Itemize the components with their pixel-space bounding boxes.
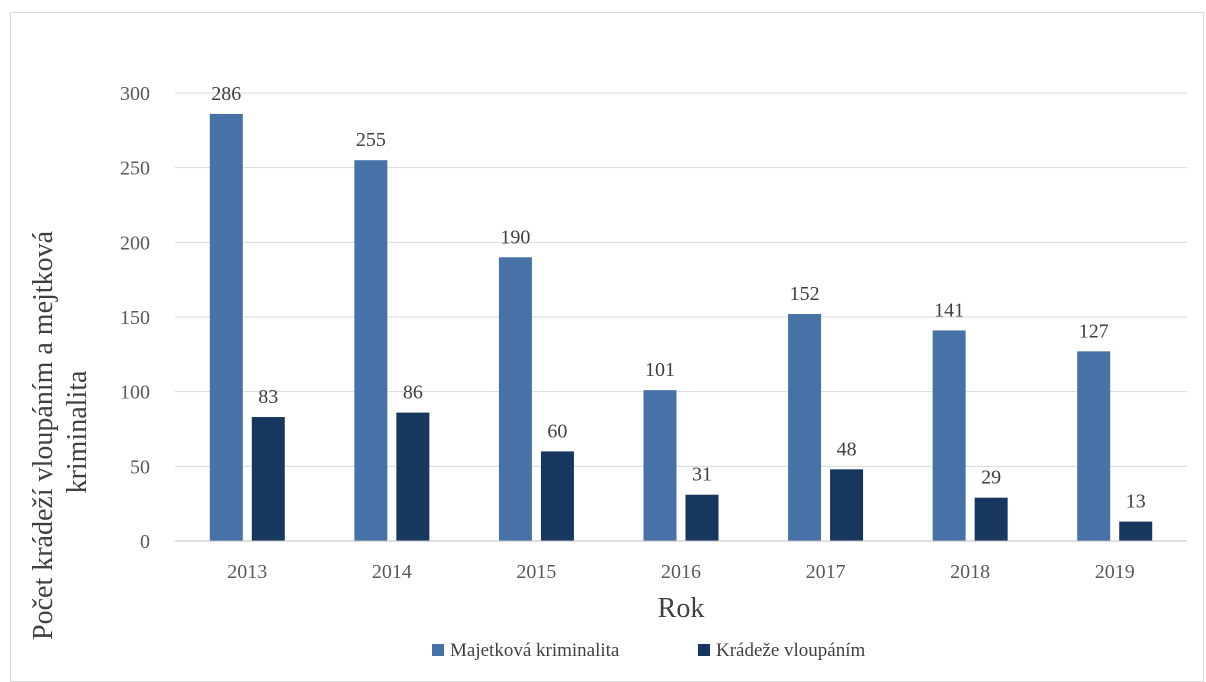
x-tick-label: 2015 (516, 561, 556, 583)
bar-kradeze-2017 (830, 469, 864, 541)
data-label: 101 (645, 359, 675, 381)
bar-majetkova-2013 (209, 113, 243, 541)
bar-kradeze-2018 (974, 497, 1008, 541)
data-label: 13 (1126, 491, 1146, 513)
y-tick-label: 50 (130, 456, 150, 478)
bar-majetkova-2019 (1077, 351, 1111, 541)
data-label: 86 (403, 382, 423, 404)
y-tick-label: 200 (120, 232, 150, 254)
data-label: 141 (934, 299, 964, 321)
legend: Majetková kriminalita Krádeže vloupáním (432, 640, 866, 661)
bar-kradeze-2013 (251, 417, 285, 541)
data-label: 127 (1079, 320, 1109, 342)
legend-swatch-majetkova (432, 644, 444, 656)
legend-label-kradeze: Krádeže vloupáním (716, 640, 866, 661)
data-label: 152 (790, 283, 820, 305)
y-tick-label: 100 (120, 382, 150, 404)
y-tick-labels: 0 50 100 150 200 250 300 (120, 83, 150, 553)
bar-kradeze-2015 (540, 451, 574, 541)
bar-majetkova-2016 (643, 390, 677, 541)
x-tick-labels: 2013 2014 2015 2016 2017 2018 2019 (227, 561, 1134, 583)
data-label: 190 (500, 226, 530, 248)
x-tick-label: 2013 (227, 561, 267, 583)
data-label: 31 (692, 464, 712, 486)
x-axis-title: Rok (658, 593, 705, 624)
y-tick-label: 250 (120, 158, 150, 180)
data-label: 48 (837, 438, 857, 460)
data-label: 83 (258, 386, 278, 408)
data-label: 255 (356, 129, 386, 151)
bar-kradeze-2014 (396, 412, 430, 541)
bar-majetkova-2017 (788, 314, 822, 541)
x-tick-label: 2016 (661, 561, 701, 583)
y-axis-title-line-2: kriminalita (62, 370, 93, 493)
data-label: 286 (211, 83, 241, 105)
x-tick-label: 2019 (1095, 561, 1135, 583)
data-labels: 286 83 255 86 190 60 101 31 152 48 141 29 127 13 (211, 83, 1145, 513)
legend-label-majetkova: Majetková kriminalita (450, 640, 620, 661)
x-tick-label: 2018 (950, 561, 990, 583)
bar-kradeze-2019 (1119, 521, 1153, 541)
y-axis-title: Počet krádeží vloupáním a mejtková krimi… (28, 224, 93, 640)
y-tick-label: 0 (140, 531, 150, 553)
bar-majetkova-2018 (932, 330, 966, 541)
y-tick-label: 300 (120, 83, 150, 105)
bars (209, 113, 1153, 541)
bar-majetkova-2015 (498, 257, 532, 541)
data-label: 60 (547, 420, 567, 442)
data-label: 29 (981, 467, 1001, 489)
bar-majetkova-2014 (354, 160, 388, 541)
y-axis-title-line-1: Počet krádeží vloupáním a mejtková (28, 230, 59, 640)
legend-swatch-kradeze (698, 644, 710, 656)
gridlines (175, 92, 1187, 467)
x-tick-label: 2014 (372, 561, 412, 583)
bar-kradeze-2016 (685, 494, 719, 541)
y-tick-label: 150 (120, 307, 150, 329)
x-tick-label: 2017 (806, 561, 846, 583)
